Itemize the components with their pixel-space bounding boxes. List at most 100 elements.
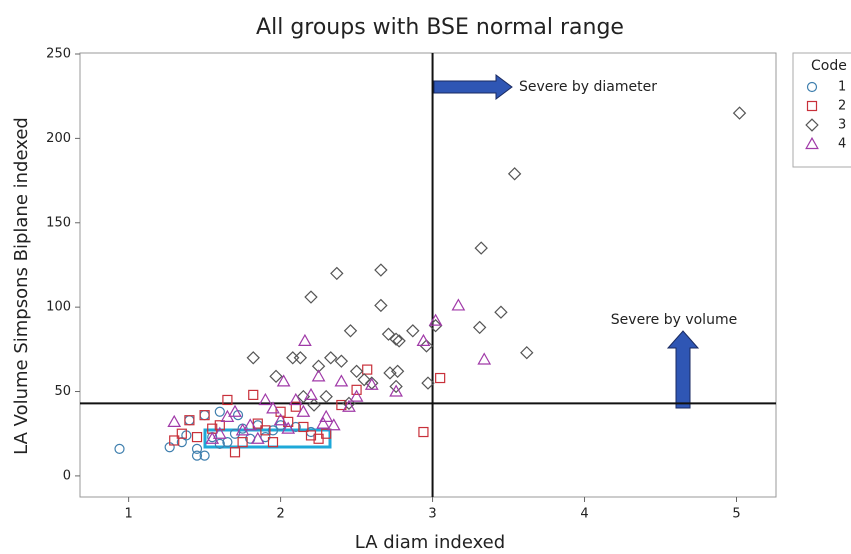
point (293, 351, 308, 365)
point (389, 384, 403, 397)
point (214, 406, 225, 417)
legend-label: 1 (838, 80, 846, 95)
point (237, 437, 248, 448)
point (364, 377, 379, 390)
point (269, 369, 283, 384)
legend-label: 4 (838, 137, 846, 152)
x-tick-label: 5 (732, 507, 740, 522)
x-axis-label: LA diam indexed (355, 532, 505, 553)
x-tick-label: 4 (580, 507, 588, 522)
chart-title: All groups with BSE normal range (256, 15, 624, 40)
legend-label: 2 (838, 99, 846, 114)
legend-title: Code (811, 58, 847, 74)
point (250, 431, 265, 444)
y-tick-label: 100 (46, 300, 71, 315)
point (220, 409, 235, 422)
point (191, 443, 203, 455)
point (252, 418, 263, 429)
point (222, 394, 233, 406)
point (474, 241, 488, 255)
point (229, 428, 241, 439)
point (199, 450, 210, 461)
point (114, 443, 125, 455)
y-tick-label: 0 (63, 468, 71, 483)
point (246, 351, 260, 365)
point (222, 437, 233, 448)
point (321, 428, 332, 439)
point (389, 379, 403, 394)
point (191, 431, 203, 443)
point (305, 430, 317, 441)
point (199, 410, 210, 421)
arrow-right (433, 74, 513, 100)
point (288, 392, 303, 406)
point (281, 421, 296, 434)
point (349, 389, 364, 402)
point (248, 389, 259, 401)
point (258, 392, 273, 406)
point (276, 374, 291, 387)
x-tick-label: 1 (124, 507, 132, 522)
point (477, 352, 492, 365)
point (507, 167, 522, 181)
annotation: Severe by volume (611, 312, 737, 328)
plot-frame (79, 52, 777, 498)
point (419, 339, 434, 353)
point (732, 106, 747, 120)
point (304, 387, 318, 401)
point (406, 324, 420, 338)
point (298, 421, 309, 433)
point (243, 418, 258, 431)
point (260, 425, 271, 436)
legend-marker (805, 118, 819, 132)
point (307, 398, 321, 412)
point (349, 364, 364, 378)
point (266, 401, 280, 414)
point (428, 313, 443, 326)
x-tick-label: 2 (276, 507, 284, 522)
point (205, 431, 220, 444)
point (383, 366, 397, 380)
point (319, 389, 333, 404)
point (351, 384, 362, 395)
point (304, 290, 318, 304)
point (374, 263, 388, 277)
point (319, 409, 334, 422)
point (184, 415, 195, 426)
y-tick-label: 150 (46, 215, 71, 230)
point (336, 399, 347, 411)
point (176, 428, 187, 439)
y-axis-label: LA Volume Simpsons Biplane indexed (11, 117, 32, 455)
point (392, 334, 406, 348)
arrow-up (666, 330, 700, 409)
point (418, 426, 429, 438)
point (311, 369, 326, 382)
point (389, 332, 403, 346)
point (283, 416, 294, 428)
point (316, 416, 331, 429)
point (311, 359, 326, 373)
point (334, 354, 349, 368)
point (290, 401, 301, 412)
point (275, 406, 286, 417)
point (228, 404, 242, 417)
point (343, 324, 358, 338)
point (362, 364, 373, 375)
point (342, 399, 356, 412)
point (381, 327, 396, 341)
legend-label: 3 (838, 118, 846, 133)
y-tick-label: 200 (46, 131, 71, 146)
point (273, 413, 288, 426)
point (184, 415, 195, 426)
point (357, 373, 371, 387)
point (330, 266, 344, 281)
point (428, 319, 443, 333)
legend-marker (806, 81, 818, 93)
point (374, 298, 388, 313)
point (212, 426, 227, 439)
point (298, 333, 312, 346)
point (326, 418, 341, 431)
point (390, 364, 405, 378)
legend-marker (805, 136, 819, 150)
